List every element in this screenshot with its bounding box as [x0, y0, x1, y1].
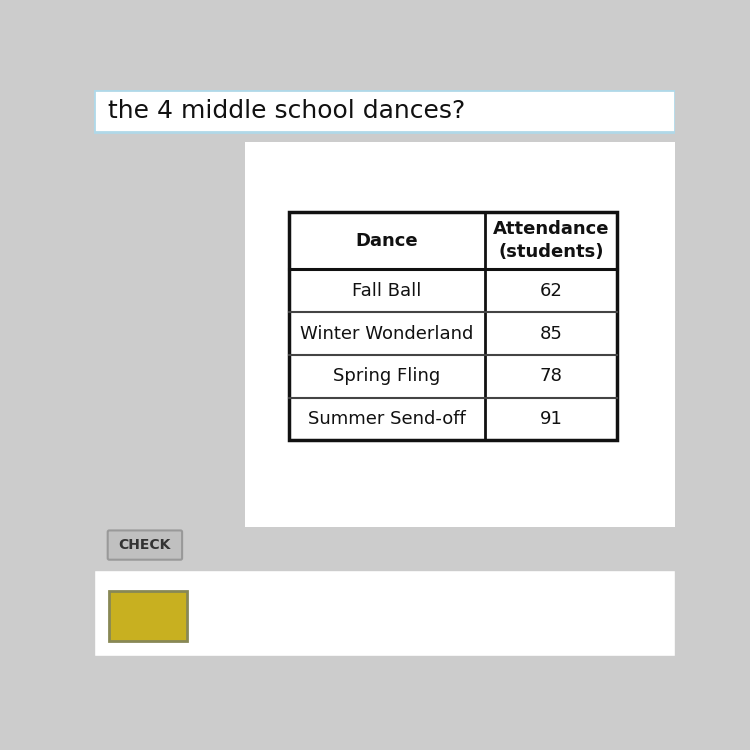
- FancyBboxPatch shape: [108, 530, 182, 560]
- Text: 62: 62: [539, 282, 562, 300]
- Text: 78: 78: [539, 368, 562, 386]
- FancyBboxPatch shape: [94, 570, 675, 656]
- Text: the 4 middle school dances?: the 4 middle school dances?: [108, 99, 465, 123]
- Text: Spring Fling: Spring Fling: [334, 368, 441, 386]
- Text: Winter Wonderland: Winter Wonderland: [301, 325, 474, 343]
- Text: Dance: Dance: [356, 232, 419, 250]
- Text: Summer Send-off: Summer Send-off: [308, 410, 466, 428]
- Text: 85: 85: [539, 325, 562, 343]
- FancyBboxPatch shape: [110, 590, 187, 640]
- Text: Fall Ball: Fall Ball: [352, 282, 422, 300]
- FancyBboxPatch shape: [244, 142, 679, 527]
- Text: CHECK: CHECK: [118, 538, 171, 552]
- Text: 91: 91: [539, 410, 562, 428]
- Text: Attendance
(students): Attendance (students): [493, 220, 609, 261]
- FancyBboxPatch shape: [94, 90, 675, 132]
